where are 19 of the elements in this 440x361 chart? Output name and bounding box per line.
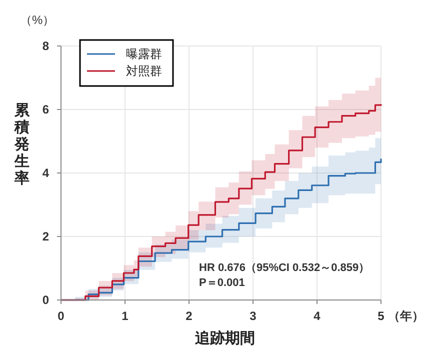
text: （%） [20, 13, 55, 27]
x-tick-label: 1 [122, 309, 129, 323]
y-tick-label: 2 [42, 230, 50, 244]
y-tick-label: 4 [42, 166, 50, 180]
annotation: HR 0.676（95%CI 0.532～0.859） [199, 262, 370, 274]
x-tick-label: 2 [186, 309, 193, 323]
x-tick-label: 4 [314, 309, 321, 323]
y-tick-label: 0 [42, 293, 50, 307]
text: （年） [388, 309, 424, 323]
x-axis-title: 追跡期間 [194, 330, 255, 347]
x-tick-label: 5 [378, 309, 385, 323]
legend-label: 対照群 [126, 64, 162, 78]
y-tick-label: 6 [42, 102, 50, 116]
x-tick-label: 0 [58, 309, 65, 323]
x-tick-label: 3 [250, 309, 257, 323]
annotation: P＝0.001 [199, 277, 245, 289]
legend-label: 曝露群 [126, 47, 162, 61]
y-axis-title: 累積発生率 [14, 102, 30, 187]
y-tick-label: 8 [42, 39, 50, 53]
